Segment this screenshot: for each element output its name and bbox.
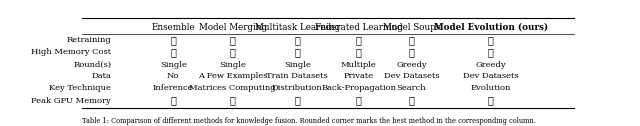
Text: Retraining: Retraining xyxy=(67,36,111,44)
Text: Dev Datasets: Dev Datasets xyxy=(463,72,518,80)
Text: ✗: ✗ xyxy=(230,48,236,57)
Text: Federated Learning: Federated Learning xyxy=(315,23,403,32)
Text: ✗: ✗ xyxy=(488,36,493,45)
Text: No: No xyxy=(167,72,179,80)
Text: Inference: Inference xyxy=(153,84,193,92)
Text: ✗: ✗ xyxy=(294,48,300,57)
Text: High Memory Cost: High Memory Cost xyxy=(31,49,111,56)
Text: ✗: ✗ xyxy=(488,48,493,57)
Text: Private: Private xyxy=(344,72,374,80)
Text: Model Soups: Model Soups xyxy=(383,23,440,32)
Text: ✗: ✗ xyxy=(170,36,176,45)
Text: Round(s): Round(s) xyxy=(73,61,111,69)
Text: Model Evolution (ours): Model Evolution (ours) xyxy=(434,23,548,32)
Text: Model Merging: Model Merging xyxy=(198,23,267,32)
Text: ✗: ✗ xyxy=(230,36,236,45)
Text: A Few Examples: A Few Examples xyxy=(198,72,268,80)
Text: Multitask Learning: Multitask Learning xyxy=(255,23,340,32)
Text: ✗: ✗ xyxy=(356,48,362,57)
Text: Greedy: Greedy xyxy=(396,61,427,69)
Text: Greedy: Greedy xyxy=(476,61,506,69)
Text: ✗: ✗ xyxy=(488,97,493,105)
Text: ✗: ✗ xyxy=(170,97,176,105)
Text: Ensemble: Ensemble xyxy=(152,23,195,32)
Text: ✓: ✓ xyxy=(170,48,176,57)
Text: Key Technique: Key Technique xyxy=(49,84,111,92)
Text: Back-Propagation: Back-Propagation xyxy=(321,84,396,92)
Text: ✗: ✗ xyxy=(408,36,414,45)
Text: Train Datasets: Train Datasets xyxy=(266,72,328,80)
Text: Multiple: Multiple xyxy=(341,61,376,69)
Text: ✓: ✓ xyxy=(230,97,236,105)
Text: ✓: ✓ xyxy=(356,97,362,105)
Text: Data: Data xyxy=(92,72,111,80)
Text: Single: Single xyxy=(160,61,187,69)
Text: Dev Datasets: Dev Datasets xyxy=(383,72,439,80)
Text: Single: Single xyxy=(220,61,246,69)
Text: ✓: ✓ xyxy=(294,97,300,105)
Text: Matrices Computing: Matrices Computing xyxy=(189,84,276,92)
Text: ✗: ✗ xyxy=(408,48,414,57)
Text: Single: Single xyxy=(284,61,310,69)
Text: ✓: ✓ xyxy=(356,36,362,45)
Text: ✗: ✗ xyxy=(408,97,414,105)
Text: Search: Search xyxy=(397,84,426,92)
Text: Evolution: Evolution xyxy=(470,84,511,92)
Text: Distribution: Distribution xyxy=(272,84,323,92)
Text: ✓: ✓ xyxy=(294,36,300,45)
Text: Peak GPU Memory: Peak GPU Memory xyxy=(31,97,111,105)
Text: Table 1: Comparison of different methods for knowledge fusion. Rounded corner ma: Table 1: Comparison of different methods… xyxy=(83,117,536,125)
